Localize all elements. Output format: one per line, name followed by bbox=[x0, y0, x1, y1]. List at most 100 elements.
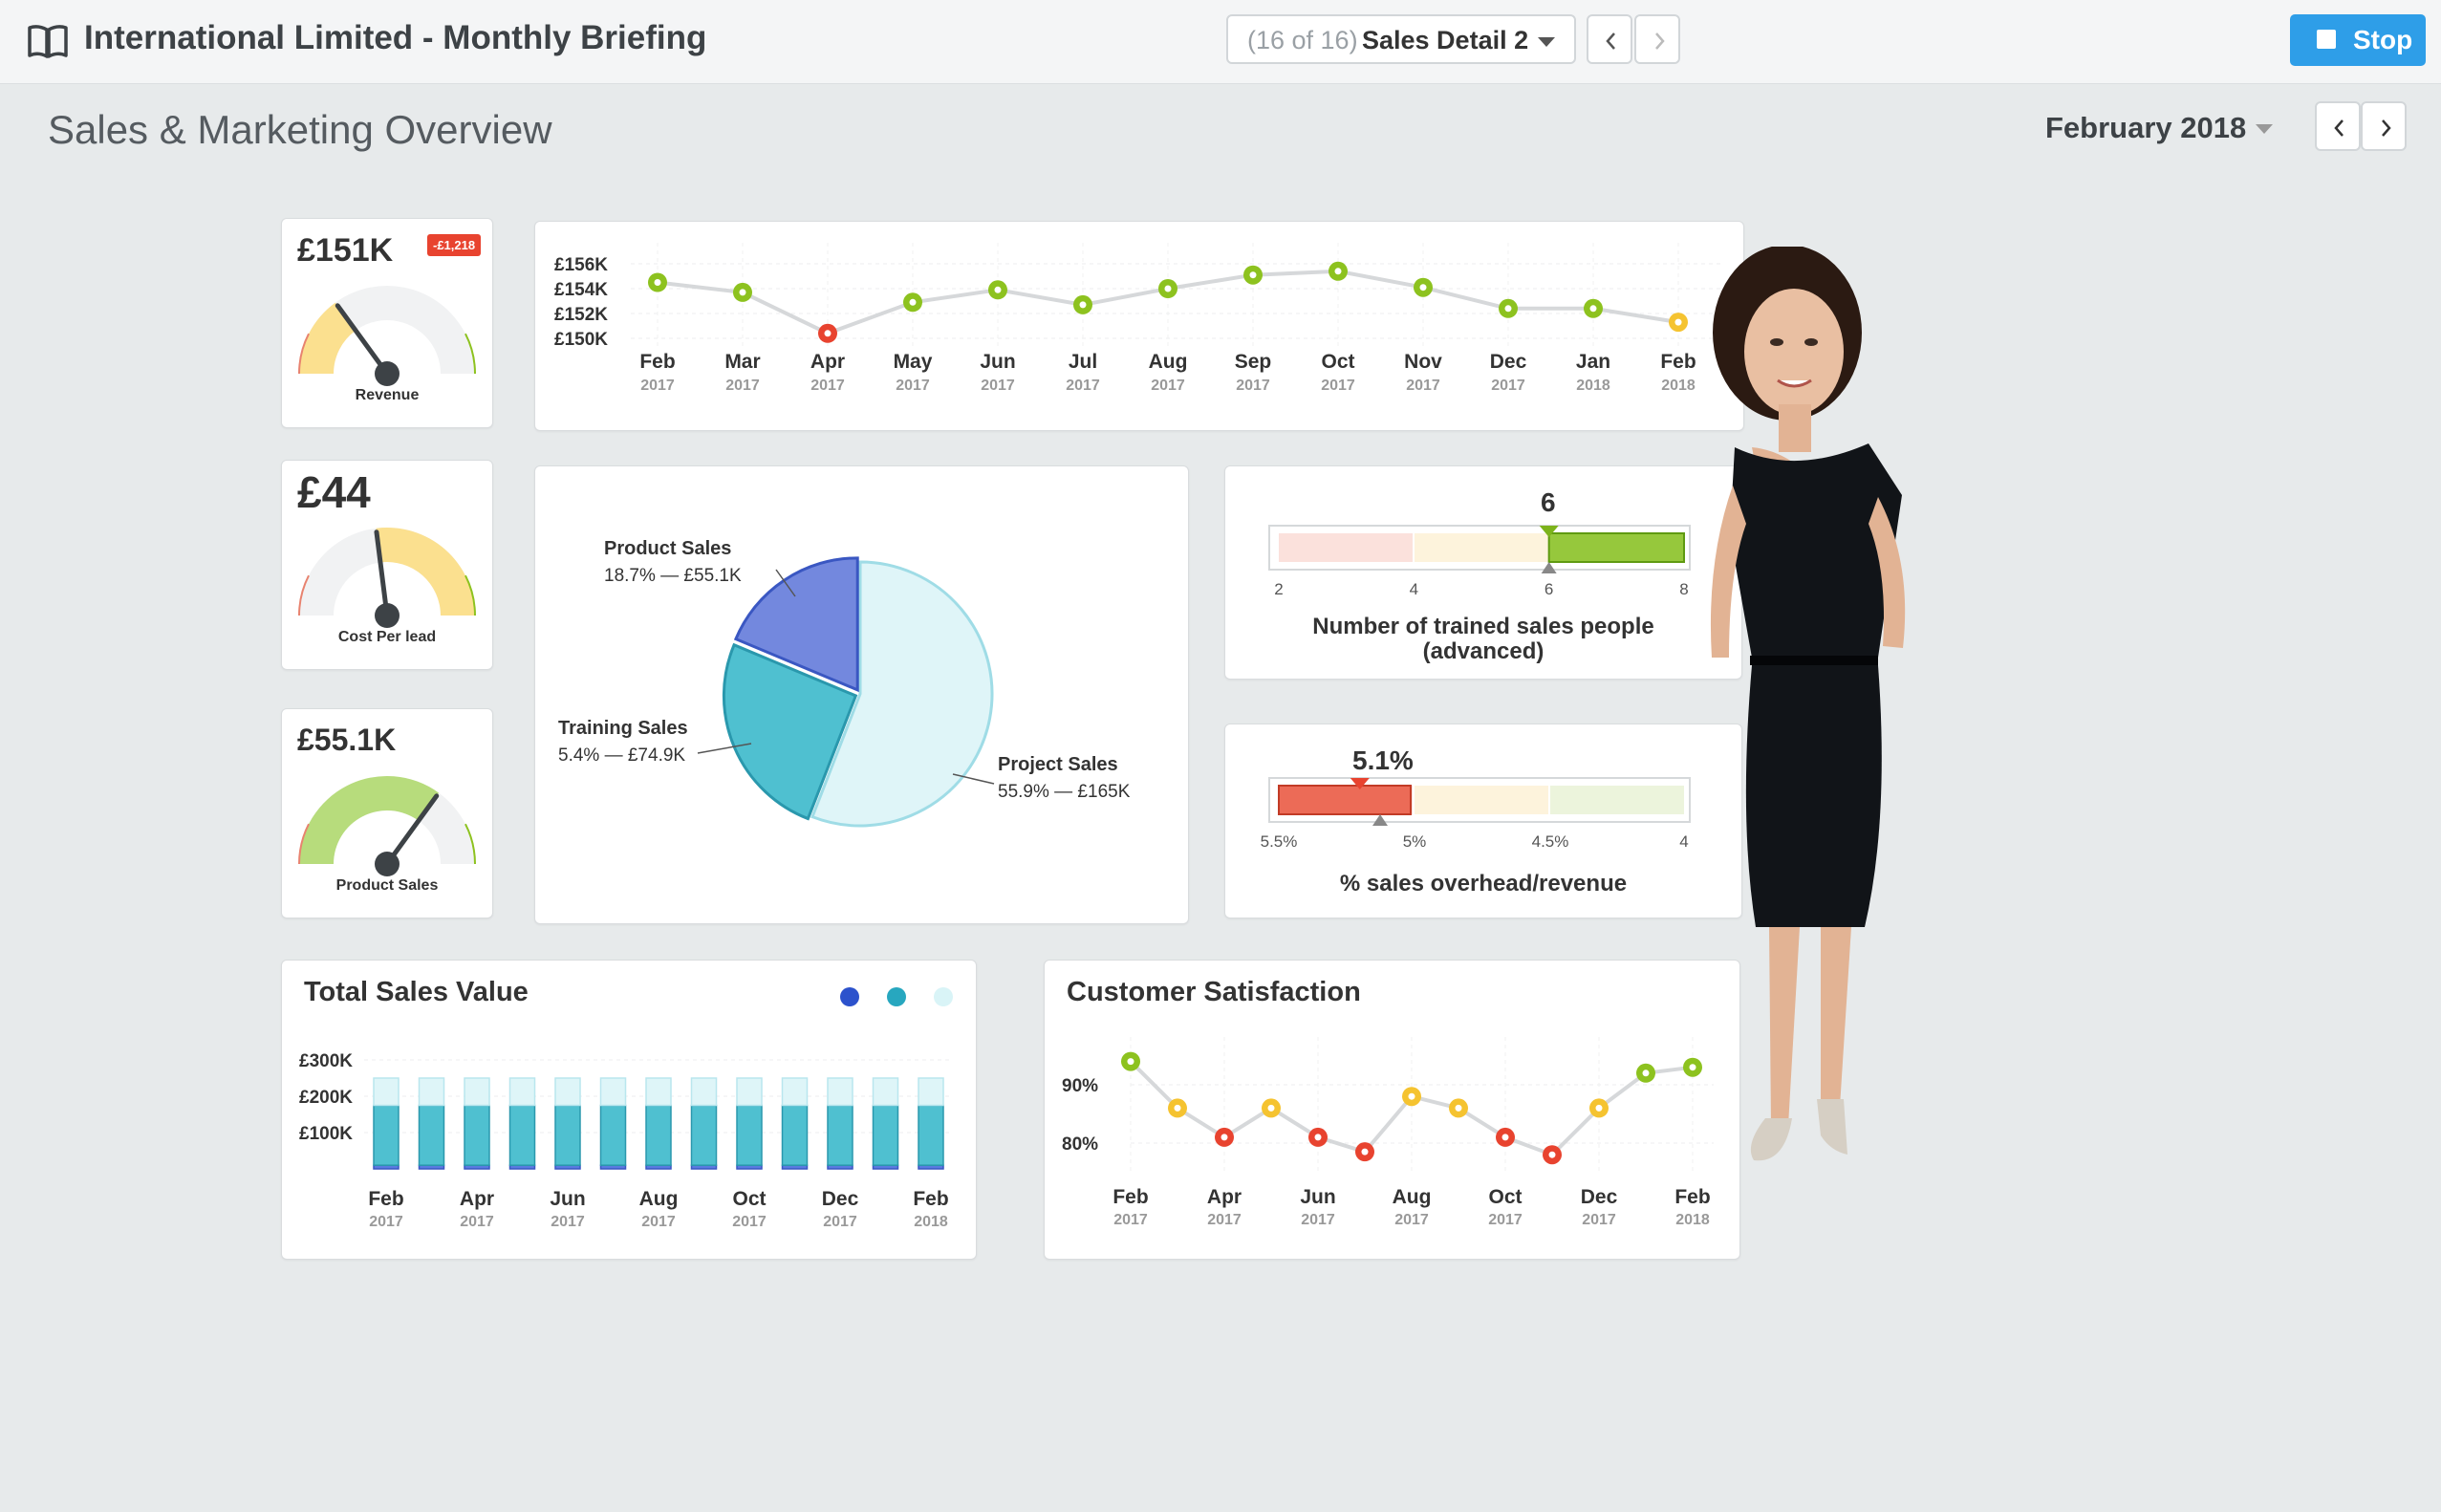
bar-segment bbox=[690, 1077, 718, 1107]
sales-overhead-bullet-chart: 5.5% 5% 4.5% 4 bbox=[1261, 777, 1691, 851]
y-tick-label: 80% bbox=[1062, 1134, 1098, 1155]
data-point-center bbox=[1674, 318, 1682, 326]
bar-segment bbox=[554, 1104, 581, 1166]
x-tick-label: Jun bbox=[550, 1188, 585, 1210]
bullet-band-mid bbox=[1415, 533, 1548, 562]
data-point-center bbox=[1504, 305, 1512, 313]
revenue-change-badge: -£1,218 bbox=[427, 234, 482, 256]
bullet-tick-label: 5% bbox=[1403, 832, 1427, 851]
x-tick-year: 2017 bbox=[1207, 1212, 1242, 1228]
data-point-center bbox=[1314, 1134, 1322, 1141]
data-point-center bbox=[1267, 1104, 1275, 1112]
data-point-center bbox=[1595, 1104, 1603, 1112]
gauge-edge-high bbox=[464, 574, 476, 616]
bar-segment bbox=[690, 1104, 718, 1166]
revenue-value: £151K bbox=[297, 232, 394, 269]
product-sales-kpi-card[interactable]: £55.1K Product Sales bbox=[281, 708, 493, 918]
previous-slide-button[interactable] bbox=[1587, 14, 1632, 64]
previous-period-button[interactable] bbox=[2315, 101, 2361, 151]
chevron-right-icon bbox=[1655, 32, 1665, 50]
x-tick-label: Oct bbox=[732, 1188, 766, 1210]
next-slide-button[interactable] bbox=[1634, 14, 1680, 64]
sales-split-card[interactable]: Project Sales 55.9% — £165K Training Sales… bbox=[534, 465, 1189, 924]
slide-selector[interactable]: (16 of 16) Sales Detail 2 bbox=[1226, 14, 1576, 64]
pie-detail: 18.7% — £55.1K bbox=[604, 566, 742, 586]
gauge-edge-high bbox=[464, 823, 476, 865]
revenue-kpi-card[interactable]: £151K -£1,218 Revenue bbox=[281, 218, 493, 428]
x-tick-label: Oct bbox=[1488, 1186, 1522, 1208]
x-tick-year: 2017 bbox=[640, 378, 675, 394]
bar-segment bbox=[918, 1104, 944, 1166]
x-tick-year: 2017 bbox=[1488, 1212, 1523, 1228]
data-point-center bbox=[1642, 1069, 1650, 1077]
x-tick-label: Sep bbox=[1235, 351, 1272, 373]
x-tick-year: 2017 bbox=[1321, 378, 1355, 394]
bar-segment bbox=[781, 1104, 809, 1166]
bullet-tick-label: 4 bbox=[1410, 580, 1418, 598]
y-tick-label: £300K bbox=[299, 1051, 353, 1071]
data-point-center bbox=[909, 298, 917, 306]
gauge-edge-low bbox=[298, 574, 310, 616]
x-tick-year: 2017 bbox=[1301, 1212, 1335, 1228]
x-tick-label: Feb bbox=[1674, 1186, 1710, 1208]
x-tick-label: Jun bbox=[980, 351, 1015, 373]
gauge-needle bbox=[374, 529, 390, 618]
next-period-button[interactable] bbox=[2361, 101, 2407, 151]
trained-sales-people-card[interactable]: 2 4 6 8 6 Number of trained sales people (a… bbox=[1224, 465, 1742, 680]
revenue-gauge bbox=[298, 286, 476, 386]
x-tick-year: 2017 bbox=[810, 378, 845, 394]
sales-overhead-card[interactable]: 5.5% 5% 4.5% 4 5.1% % sales overhead/revenu… bbox=[1224, 724, 1742, 918]
bar-segment bbox=[645, 1077, 672, 1107]
x-tick-year: 2017 bbox=[896, 378, 930, 394]
pie-label: Training Sales bbox=[558, 718, 688, 739]
x-tick-year: 2017 bbox=[1491, 378, 1525, 394]
product-sales-value: £55.1K bbox=[297, 723, 397, 757]
trained-title-line1: Number of trained sales people bbox=[1312, 614, 1654, 639]
bar-segment bbox=[781, 1077, 809, 1107]
x-tick-label: Nov bbox=[1404, 351, 1442, 373]
total-sales-value-bar-chart: £300K £200K £100K Feb 2017 Apr 2017 Jun 2017 Aug 2… bbox=[299, 987, 953, 1230]
slide-name: Sales Detail 2 bbox=[1362, 26, 1529, 54]
bar-segment bbox=[464, 1104, 490, 1166]
product-sales-label: Product Sales bbox=[335, 877, 439, 894]
cost-per-lead-kpi-card[interactable]: £44 Cost Per lead bbox=[281, 460, 493, 670]
pie-leader-line bbox=[952, 773, 995, 785]
product-sales-gauge bbox=[298, 776, 476, 876]
stop-button[interactable]: Stop bbox=[2290, 14, 2426, 66]
data-point-center bbox=[1408, 1092, 1415, 1100]
trained-sales-people-title: Number of trained sales people (advanced… bbox=[1225, 615, 1741, 664]
bullet-actual-bar bbox=[1278, 785, 1412, 815]
gauge-track bbox=[299, 286, 475, 374]
x-tick-label: Feb bbox=[1660, 351, 1696, 373]
data-point-center bbox=[994, 286, 1002, 293]
customer-satisfaction-title: Customer Satisfaction bbox=[1067, 977, 1361, 1007]
bar-segment bbox=[508, 1077, 536, 1107]
bar-segment bbox=[736, 1104, 763, 1166]
x-tick-label: Aug bbox=[1393, 1186, 1432, 1208]
chevron-left-icon bbox=[1606, 32, 1615, 50]
chevron-left-icon bbox=[2334, 119, 2344, 137]
stop-icon bbox=[2317, 30, 2336, 49]
slide-count: (16 of 16) bbox=[1247, 26, 1358, 54]
x-tick-label: Jan bbox=[1576, 351, 1610, 373]
total-sales-value-card[interactable]: Total Sales Value £300K £200K £100K Feb 2017… bbox=[281, 960, 977, 1260]
gauge-fill bbox=[299, 776, 440, 864]
bar-segment bbox=[645, 1104, 672, 1166]
customer-satisfaction-card[interactable]: Customer Satisfaction 90% 80% Feb 2017 Apr 20… bbox=[1044, 960, 1740, 1260]
x-tick-year: 2018 bbox=[1675, 1212, 1710, 1228]
bar-segment bbox=[872, 1077, 899, 1107]
revenue-trend-card[interactable]: £156K £154K £152K £150K Feb 2017 Mar 2017 Apr 201… bbox=[534, 221, 1744, 431]
period-selector[interactable]: February 2018 bbox=[2045, 111, 2247, 144]
data-point-center bbox=[1689, 1064, 1696, 1071]
pie-label: Project Sales bbox=[998, 754, 1118, 775]
bullet-tick-label: 6 bbox=[1545, 580, 1553, 598]
bullet-tick-label: 5.5% bbox=[1261, 832, 1298, 851]
x-tick-year: 2017 bbox=[551, 1214, 585, 1230]
x-tick-year: 2017 bbox=[641, 1214, 676, 1230]
bar-segment bbox=[554, 1077, 581, 1107]
chevron-down-icon bbox=[1538, 37, 1555, 47]
bullet-tick-label: 8 bbox=[1679, 580, 1688, 598]
trained-sales-people-bullet-chart: 2 4 6 8 bbox=[1268, 525, 1691, 598]
data-point-center bbox=[1249, 271, 1257, 279]
chevron-down-icon[interactable] bbox=[2256, 124, 2273, 134]
